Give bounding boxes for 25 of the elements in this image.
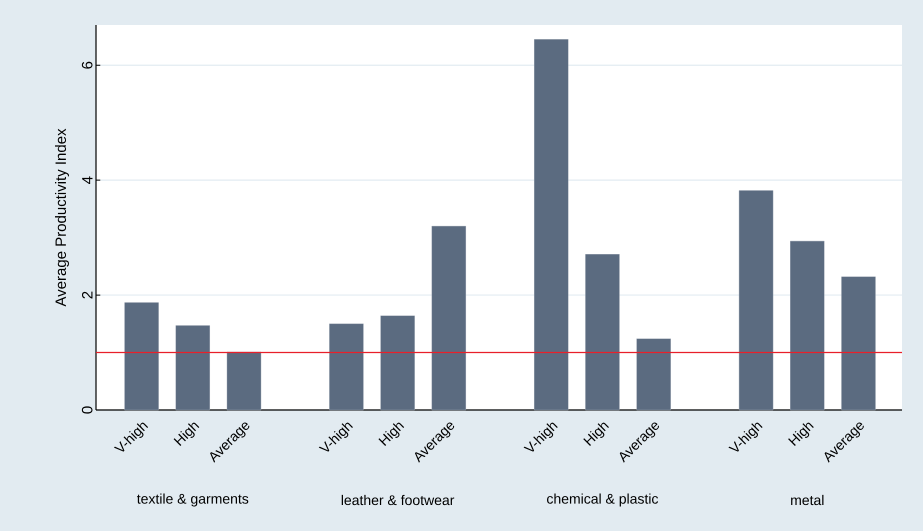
bar — [176, 325, 210, 410]
x-tick-label: High — [174, 422, 200, 446]
y-tick-label: 0 — [82, 406, 92, 414]
bar — [585, 254, 620, 410]
y-tick-label: 2 — [82, 292, 92, 298]
bar — [790, 240, 824, 410]
y-tick-label: 4 — [82, 176, 92, 184]
text: chemical & plastic — [547, 493, 658, 507]
text: metal — [791, 494, 824, 506]
bar — [124, 302, 159, 410]
bar — [226, 352, 262, 410]
x-tick-label: High — [378, 422, 404, 446]
bar — [329, 324, 364, 410]
x-tick-label: High — [788, 422, 814, 446]
bar — [841, 276, 876, 410]
bar — [636, 338, 671, 410]
bar — [432, 226, 466, 410]
text: textile & garments — [136, 493, 248, 507]
y-axis-title: Average Productivity Index — [55, 128, 69, 307]
bar — [534, 39, 568, 410]
bar — [738, 190, 774, 410]
y-tick-label: 6 — [82, 62, 92, 69]
bar — [380, 316, 415, 410]
x-tick-label: High — [583, 422, 609, 446]
text: leather & footwear — [342, 494, 454, 506]
